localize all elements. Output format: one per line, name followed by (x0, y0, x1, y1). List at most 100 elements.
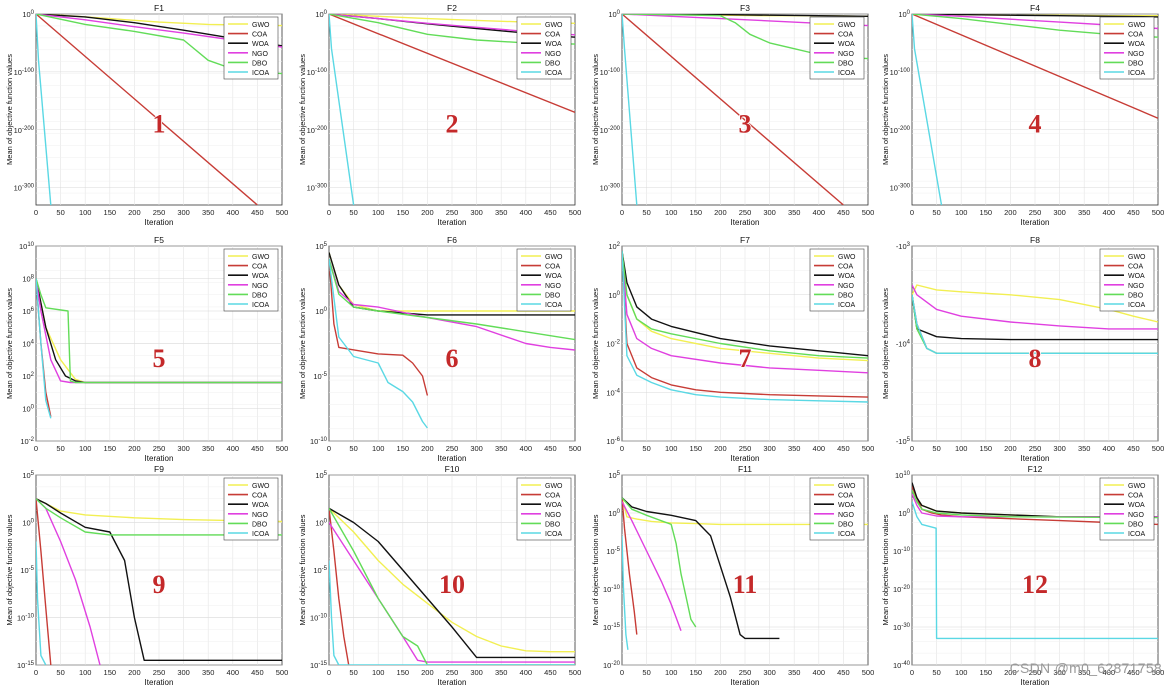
legend-box (516, 248, 572, 312)
series-group (329, 14, 575, 205)
x-tick-label: 350 (202, 208, 215, 217)
y-tick-label: 10-10 (603, 585, 621, 594)
x-tick-label: 400 (520, 208, 533, 217)
x-tick-label: 350 (1078, 208, 1091, 217)
series-line-dbo (329, 258, 575, 341)
y-tick-label: 102 (608, 242, 620, 251)
x-tick-label: 450 (837, 208, 850, 217)
legend-box (809, 16, 865, 80)
legend-label: COA (838, 264, 854, 271)
series-line-gwo (329, 507, 575, 653)
legend-label: GWO (1128, 483, 1146, 490)
x-tick-label: 500 (1152, 668, 1165, 677)
x-tick-label: 0 (327, 668, 331, 677)
chart-panel-f10: 0 50 100 150 200 250 300 350 400 450 500 105 100 10-5… (298, 464, 581, 686)
series-line-dbo (36, 278, 282, 384)
series-group (36, 278, 282, 419)
legend-box (223, 248, 279, 312)
x-tick-label: 150 (397, 668, 410, 677)
x-tick-label: 500 (862, 668, 875, 677)
series-line-woa (329, 507, 575, 659)
series-line-woa (622, 497, 780, 640)
panel-number: 12 (1022, 570, 1048, 599)
series-line-icoa (622, 250, 868, 403)
y-tick-label: 10-100 (600, 68, 621, 77)
x-tick-label: 50 (932, 444, 940, 453)
x-tick-label: 400 (227, 668, 240, 677)
chart-title: F12 (1028, 464, 1043, 474)
legend-label: ICOA (252, 302, 269, 309)
legend-label: DBO (1128, 60, 1144, 67)
legend-label: WOA (545, 41, 562, 48)
x-tick-label: 50 (349, 668, 357, 677)
x-tick-label: 150 (980, 208, 993, 217)
legend: GWO COA WOA NGO DBO ICOA (516, 248, 572, 312)
series-line-coa (329, 258, 429, 396)
series-line-dbo (329, 507, 575, 665)
legend-label: COA (1128, 264, 1144, 271)
chart-title: F3 (740, 3, 750, 13)
x-tick-label: 350 (495, 668, 508, 677)
y-tick-label: 10-300 (14, 184, 35, 193)
x-tick-label: 50 (349, 208, 357, 217)
x-tick-label: 450 (1127, 208, 1140, 217)
y-tick-label: 100 (898, 10, 910, 19)
x-axis-label: Iteration (145, 678, 174, 686)
legend-label: DBO (838, 521, 854, 528)
y-tick-label: 100 (22, 405, 34, 414)
y-tick-label: 10-300 (600, 184, 621, 193)
x-tick-label: 250 (446, 668, 459, 677)
series-line-coa (622, 497, 638, 635)
x-tick-label: 50 (349, 444, 357, 453)
legend-label: NGO (838, 51, 855, 58)
y-tick-label: 10-200 (890, 126, 911, 135)
x-tick-label: 300 (177, 208, 190, 217)
panel-number: 4 (1029, 109, 1042, 138)
y-tick-label: 10-30 (893, 623, 911, 632)
x-tick-label: 300 (1053, 444, 1066, 453)
x-tick-label: 300 (1053, 208, 1066, 217)
panel-number: 5 (153, 344, 166, 373)
y-axis-label: Mean of objective function values (5, 54, 14, 165)
x-tick-label: 100 (79, 444, 92, 453)
chart-panel-f7: 0 50 100 150 200 250 300 350 400 450 500 102 100 10-2… (591, 235, 874, 463)
x-tick-label: 500 (569, 208, 582, 217)
chart-title: F9 (154, 464, 164, 474)
x-tick-label: 200 (714, 444, 727, 453)
y-tick-label: 100 (608, 509, 620, 518)
legend-label: NGO (1128, 283, 1145, 290)
legend-label: ICOA (545, 531, 562, 538)
x-tick-label: 0 (327, 208, 331, 217)
x-tick-label: 0 (34, 208, 38, 217)
y-tick-label: 10-20 (603, 661, 621, 670)
y-tick-label: 106 (22, 307, 34, 316)
series-line-icoa (329, 560, 575, 665)
chart-title: F6 (447, 235, 457, 245)
x-tick-label: 100 (665, 444, 678, 453)
series-line-gwo (622, 497, 868, 526)
legend-label: NGO (838, 283, 855, 290)
y-tick-label: 10-20 (893, 585, 911, 594)
legend-label: ICOA (252, 531, 269, 538)
x-tick-label: 350 (788, 444, 801, 453)
y-tick-label: 10-5 (313, 566, 327, 575)
chart-panel-f2: 0 50 100 150 200 250 300 350 400 450 500 100 10-100 1… (298, 3, 581, 227)
chart-panel-f3: 0 50 100 150 200 250 300 350 400 450 500 100 10-100 1… (591, 3, 874, 227)
legend-label: COA (545, 32, 561, 39)
legend-label: COA (545, 493, 561, 500)
legend-label: DBO (252, 292, 268, 299)
y-tick-label: 104 (22, 340, 34, 349)
y-tick-label: 100 (22, 519, 34, 528)
legend: GWO COA WOA NGO DBO ICOA (223, 16, 279, 80)
chart-title: F10 (445, 464, 460, 474)
x-tick-label: 250 (1029, 444, 1042, 453)
series-line-icoa (329, 14, 355, 205)
legend-label: ICOA (545, 302, 562, 309)
legend-label: COA (838, 32, 854, 39)
y-tick-label: 102 (22, 372, 34, 381)
legend-label: DBO (545, 292, 561, 299)
x-tick-label: 400 (1103, 444, 1116, 453)
x-tick-label: 450 (1127, 444, 1140, 453)
legend-label: GWO (1128, 254, 1146, 261)
